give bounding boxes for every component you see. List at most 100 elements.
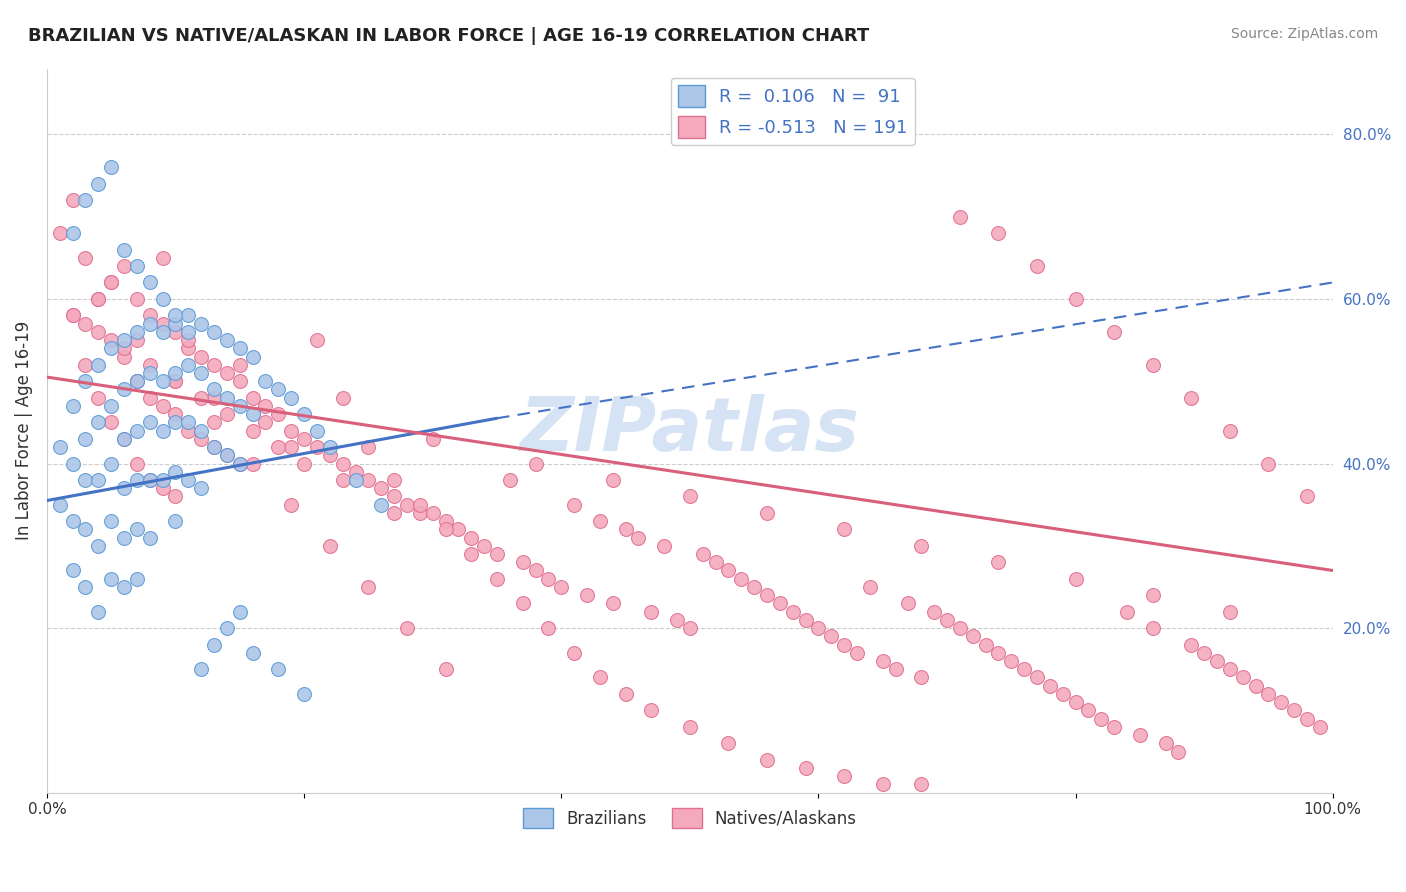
Point [627,531,650,545]
Point [756,753,779,767]
Point [215,621,238,635]
Point [48,440,70,454]
Point [292,457,315,471]
Point [460,531,482,545]
Point [910,670,932,684]
Point [267,383,290,397]
Point [125,374,148,388]
Point [100,333,122,347]
Point [177,358,200,372]
Point [139,531,162,545]
Y-axis label: In Labor Force | Age 16-19: In Labor Force | Age 16-19 [15,321,32,541]
Point [756,506,779,520]
Point [202,325,225,339]
Point [602,473,624,487]
Point [485,547,508,561]
Point [1000,654,1022,668]
Point [1154,736,1177,750]
Point [152,317,174,331]
Point [1052,687,1074,701]
Point [742,580,765,594]
Point [1167,745,1189,759]
Point [48,498,70,512]
Point [267,440,290,454]
Point [202,383,225,397]
Point [48,226,70,240]
Point [100,276,122,290]
Point [139,391,162,405]
Point [305,440,328,454]
Point [215,366,238,380]
Point [165,407,187,421]
Point [1026,259,1049,273]
Point [152,473,174,487]
Point [100,276,122,290]
Point [75,317,97,331]
Point [112,481,135,495]
Point [254,415,277,429]
Point [177,415,200,429]
Point [319,539,342,553]
Point [280,498,302,512]
Point [125,259,148,273]
Point [202,391,225,405]
Point [1244,679,1267,693]
Point [949,210,972,224]
Point [640,703,662,717]
Point [679,720,702,734]
Point [357,440,380,454]
Legend: Brazilians, Natives/Alaskans: Brazilians, Natives/Alaskans [516,801,863,835]
Point [859,580,882,594]
Point [1219,662,1241,676]
Point [434,514,457,528]
Point [832,638,855,652]
Point [75,193,97,207]
Point [177,424,200,438]
Point [229,457,252,471]
Point [872,654,894,668]
Point [614,522,637,536]
Point [832,769,855,783]
Point [602,596,624,610]
Point [125,457,148,471]
Point [152,424,174,438]
Point [62,309,84,323]
Point [537,621,560,635]
Point [242,424,264,438]
Point [422,432,444,446]
Point [1206,654,1229,668]
Point [370,481,392,495]
Point [139,366,162,380]
Point [537,572,560,586]
Point [305,424,328,438]
Point [125,424,148,438]
Point [460,547,482,561]
Point [846,646,869,660]
Point [319,440,342,454]
Point [652,539,675,553]
Point [229,358,252,372]
Point [910,777,932,791]
Point [1064,292,1087,306]
Point [62,193,84,207]
Point [242,457,264,471]
Point [215,448,238,462]
Point [202,440,225,454]
Point [794,613,817,627]
Point [100,341,122,355]
Point [190,350,212,364]
Point [1296,712,1319,726]
Point [75,251,97,265]
Point [292,687,315,701]
Point [100,161,122,175]
Point [229,341,252,355]
Point [1039,679,1062,693]
Point [87,292,110,306]
Point [562,646,585,660]
Point [112,580,135,594]
Point [1296,490,1319,504]
Point [485,572,508,586]
Text: ZIPatlas: ZIPatlas [520,394,860,467]
Point [1309,720,1331,734]
Point [1219,424,1241,438]
